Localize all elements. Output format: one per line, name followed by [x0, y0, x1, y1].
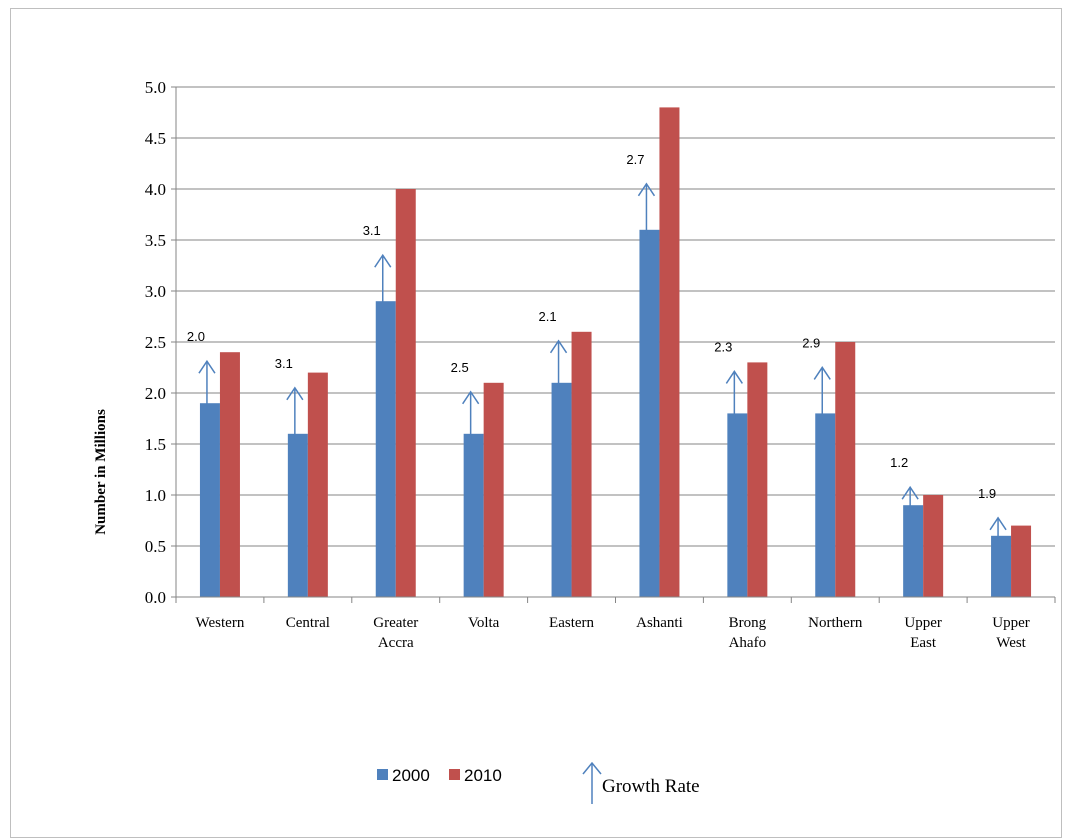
bar-2010: [835, 342, 856, 597]
bar-2000: [727, 413, 748, 597]
growth-arrow-icon: [813, 366, 831, 420]
y-tick-label: 1.5: [145, 435, 166, 454]
growth-arrow-icon: [462, 390, 480, 440]
bar-2000: [287, 433, 308, 597]
bar-2000: [375, 301, 396, 597]
growth-arrow-icon: [989, 516, 1007, 542]
category-label: Central: [286, 615, 330, 631]
growth-rate-label: 1.2: [890, 455, 908, 470]
bar-2010: [747, 362, 768, 597]
growth-arrow-head: [549, 339, 568, 354]
growth-arrow-icon: [901, 485, 919, 512]
growth-arrow-head: [637, 182, 656, 197]
legend-label-2010: 2010: [464, 766, 502, 785]
bar-2000: [903, 505, 924, 597]
growth-rate-label: 2.7: [626, 152, 644, 167]
bar-2000: [463, 433, 484, 597]
y-tick-label: 4.0: [145, 180, 166, 199]
bar-2010: [395, 189, 416, 597]
bar-2000: [639, 229, 660, 598]
growth-arrow-head: [989, 516, 1007, 531]
y-tick-label: 3.0: [145, 282, 166, 301]
category-label: Greater Accra: [373, 615, 418, 651]
y-tick-label: 0.5: [145, 537, 166, 556]
bar-chart: 0.0 0.5 1.0 1.5 2.0 2.5 3.0 3.5 4.0 4.5 5.0 2.0 3.1…: [93, 78, 1056, 804]
chart-frame: 0.0 0.5 1.0 1.5 2.0 2.5 3.0 3.5 4.0 4.5 5.0 2.0 3.1…: [10, 8, 1062, 838]
y-axis-title: Number in Millions: [93, 409, 109, 535]
bar-2010: [219, 352, 240, 597]
growth-arrow-icon: [637, 182, 656, 236]
legend-growth-arrow-icon: [582, 761, 602, 804]
bar-2010: [483, 382, 504, 597]
y-tick-label: 3.5: [145, 231, 166, 250]
bars: [199, 107, 1032, 598]
y-tick-label: 2.5: [145, 333, 166, 352]
growth-arrow-head: [198, 359, 216, 374]
growth-arrow-head: [725, 370, 743, 384]
growth-arrow-head: [901, 485, 919, 500]
growth-arrow-icon: [549, 339, 568, 389]
y-tick-label: 2.0: [145, 384, 166, 403]
growth-rate-label: 2.1: [539, 309, 557, 324]
growth-rate-label: 3.1: [363, 223, 381, 238]
growth-arrow-icon: [374, 253, 392, 308]
growth-rate-label: 3.1: [275, 356, 293, 371]
growth-rate-label: 2.9: [802, 335, 820, 350]
bar-2010: [1011, 525, 1032, 597]
growth-arrow-head: [813, 366, 831, 380]
growth-rate-label: 1.9: [978, 486, 996, 501]
growth-arrow-icon: [725, 370, 743, 420]
bar-2000: [815, 413, 836, 597]
y-tick-label: 4.5: [145, 129, 166, 148]
bar-2010: [571, 331, 592, 597]
legend-swatch-2010: [449, 769, 460, 780]
y-tick-labels: 0.0 0.5 1.0 1.5 2.0 2.5 3.0 3.5 4.0 4.5 5.0: [145, 78, 166, 607]
growth-arrow-icon: [286, 386, 304, 440]
growth-arrow-icon: [198, 359, 216, 410]
growth-rate-labels: 2.0 3.1 3.1 2.5 2.1 2.7 2.3 2.9 1.2 1.9: [187, 152, 996, 501]
bar-2010: [307, 372, 328, 597]
growth-rate-label: 2.3: [714, 339, 732, 354]
bar-2010: [659, 107, 680, 598]
legend-swatch-2000: [377, 769, 388, 780]
category-label: Ashanti: [636, 615, 683, 631]
category-label: Upper West: [992, 615, 1030, 651]
growth-arrow-head: [462, 390, 480, 405]
category-label: Western: [196, 615, 245, 631]
growth-arrow-head: [374, 253, 392, 268]
category-label: Volta: [468, 615, 500, 631]
y-tick-label: 5.0: [145, 78, 166, 97]
category-label: Brong Ahafo: [729, 615, 767, 651]
bar-2010: [923, 495, 944, 597]
growth-rate-label: 2.0: [187, 329, 205, 344]
category-label: Upper East: [904, 615, 942, 651]
legend-label-2000: 2000: [392, 766, 430, 785]
bar-2000: [199, 403, 220, 597]
category-label: Northern: [808, 615, 863, 631]
category-label: Eastern: [549, 615, 594, 631]
axes: [171, 86, 1056, 603]
bar-2000: [551, 382, 572, 597]
bar-2000: [991, 535, 1012, 597]
growth-arrows: [198, 182, 1007, 542]
growth-arrow-head: [286, 386, 304, 401]
legend-label-growth-rate: Growth Rate: [602, 776, 700, 797]
growth-rate-label: 2.5: [451, 360, 469, 375]
category-labels: Western Central Greater Accra Volta Eastern As…: [196, 615, 1030, 651]
y-tick-label: 1.0: [145, 486, 166, 505]
y-tick-label: 0.0: [145, 588, 166, 607]
legend: 2000 2010 Growth Rate: [377, 761, 700, 804]
